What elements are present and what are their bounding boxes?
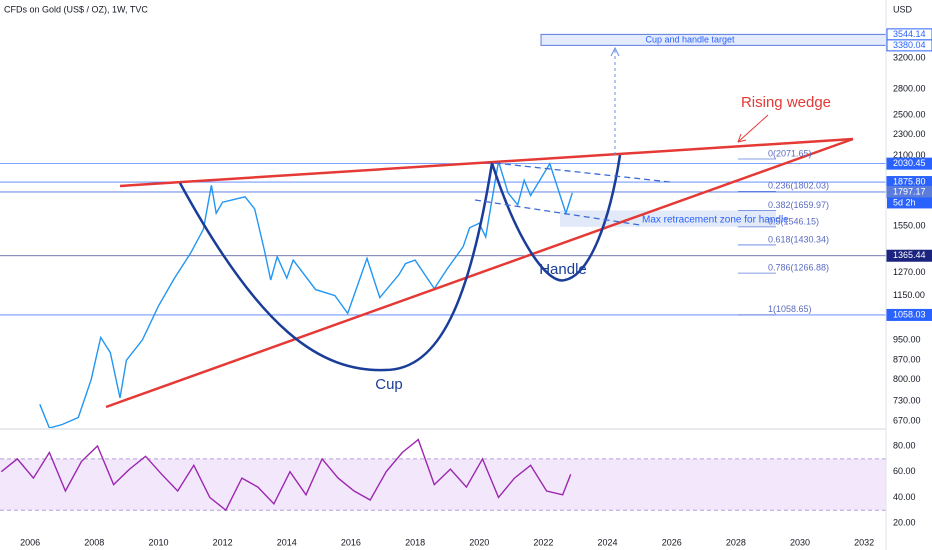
cup-curve xyxy=(178,162,494,372)
y2-tick-label: 20.00 xyxy=(893,517,916,527)
y2-tick-label: 40.00 xyxy=(893,492,916,502)
x-tick-label: 2028 xyxy=(726,537,746,547)
series-line xyxy=(0,438,572,512)
chart-title: CFDs on Gold (US$ / OZ), 1W, TVC xyxy=(4,4,148,14)
handle-channel xyxy=(494,162,671,183)
series-line xyxy=(39,161,573,428)
level-box xyxy=(886,249,932,262)
fib-label: 0.5(1546.15) xyxy=(768,216,819,226)
handle-curve xyxy=(490,154,622,282)
annotation: Rising wedge xyxy=(741,94,831,111)
x-tick-label: 2016 xyxy=(341,537,361,547)
level-box xyxy=(886,308,932,321)
y-tick-label: 730.00 xyxy=(893,395,921,405)
fib-label: 0.786(1266.88) xyxy=(768,262,829,272)
handle-channel xyxy=(474,199,641,226)
retracement-zone xyxy=(560,210,776,227)
countdown: 5d 2h xyxy=(893,197,916,207)
x-tick-label: 2022 xyxy=(533,537,553,547)
level-box xyxy=(886,157,932,170)
x-tick-label: 2010 xyxy=(148,537,168,547)
level-box xyxy=(886,39,932,52)
level-label: 2030.45 xyxy=(893,158,926,168)
annotation: Max retracement zone for handle xyxy=(642,215,789,226)
countdown-box xyxy=(887,197,932,209)
wedge-pointer xyxy=(737,114,769,143)
y-tick-label: 950.00 xyxy=(893,334,921,344)
wedge-pointer-head xyxy=(737,133,747,143)
x-tick-label: 2006 xyxy=(20,537,40,547)
fib-label: 0.382(1659.97) xyxy=(768,200,829,210)
y-tick-label: 670.00 xyxy=(893,415,921,425)
target-arrowhead xyxy=(610,46,620,57)
y-tick-label: 2300.00 xyxy=(893,129,926,139)
fib-label: 0.236(1802.03) xyxy=(768,181,829,191)
y2-tick-label: 80.00 xyxy=(893,440,916,450)
x-tick-label: 2018 xyxy=(405,537,425,547)
x-tick-label: 2012 xyxy=(213,537,233,547)
annotation: Cup and handle target xyxy=(645,34,735,44)
y-tick-label: 1150.00 xyxy=(893,290,925,300)
x-tick-label: 2030 xyxy=(790,537,810,547)
annotation: Cup xyxy=(375,376,403,393)
y-tick-label: 870.00 xyxy=(893,355,921,365)
level-label: 3380.04 xyxy=(893,40,926,50)
x-tick-label: 2032 xyxy=(854,537,874,547)
x-tick-label: 2008 xyxy=(84,537,104,547)
x-tick-label: 2024 xyxy=(598,537,618,547)
x-tick-label: 2014 xyxy=(277,537,297,547)
wedge-lower xyxy=(105,137,854,409)
y-tick-label: 800.00 xyxy=(893,374,921,384)
y-tick-label: 2100.00 xyxy=(893,150,926,160)
level-label: 1797.17 xyxy=(893,186,926,196)
annotation: Handle xyxy=(539,261,587,278)
wedge-upper xyxy=(119,137,854,188)
rsi-band xyxy=(0,458,886,511)
y-tick-label: 1550.00 xyxy=(893,221,926,231)
fib-label: 0(2071.65) xyxy=(768,148,812,158)
y2-tick-label: 60.00 xyxy=(893,466,916,476)
x-tick-label: 2026 xyxy=(662,537,682,547)
y-tick-label: 1270.00 xyxy=(893,267,926,277)
level-label: 1875.80 xyxy=(893,176,926,186)
fib-label: 0.618(1430.34) xyxy=(768,234,829,244)
y-tick-label: 3200.00 xyxy=(893,52,926,62)
axis-label: USD xyxy=(893,4,913,14)
x-tick-label: 2020 xyxy=(469,537,489,547)
y-tick-label: 2500.00 xyxy=(893,110,926,120)
level-label: 1058.03 xyxy=(893,309,926,319)
level-label: 3544.14 xyxy=(893,29,926,39)
y-tick-label: 2800.00 xyxy=(893,83,926,93)
fib-label: 1(1058.65) xyxy=(768,304,812,314)
level-label: 1365.44 xyxy=(893,250,926,260)
